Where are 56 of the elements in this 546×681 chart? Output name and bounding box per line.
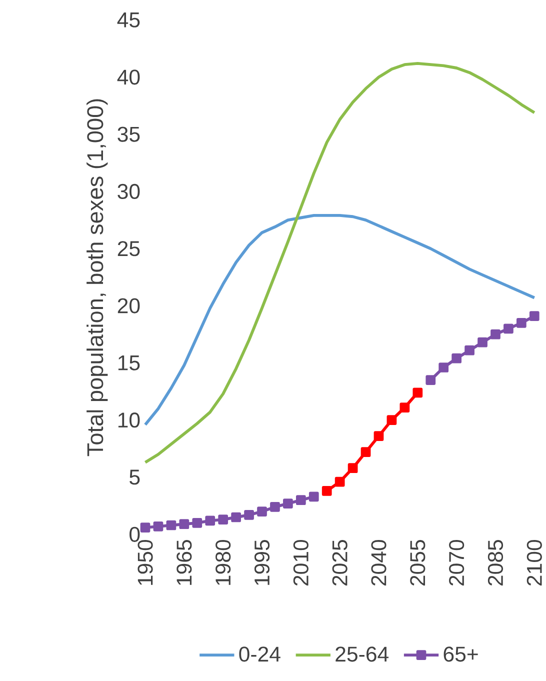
- point: [464, 345, 474, 356]
- x-tick-label: 2025: [332, 540, 348, 586]
- point: [516, 318, 526, 328]
- point: [179, 519, 189, 530]
- point: [256, 506, 267, 516]
- legend-label: 25-64: [335, 646, 388, 662]
- y-tick-label: 45: [117, 12, 140, 28]
- point: [426, 375, 436, 386]
- x-tick-label: 2070: [448, 540, 464, 586]
- y-tick-label: 10: [118, 412, 140, 428]
- y-tick-label: 30: [117, 184, 140, 200]
- y-tick-label: 40: [117, 70, 140, 85]
- point: [153, 521, 163, 532]
- point: [400, 402, 410, 412]
- point: [374, 431, 384, 442]
- y-tick-label: 25: [118, 241, 140, 256]
- point: [296, 495, 306, 506]
- legend-label: 0-24: [239, 646, 280, 662]
- x-tick-label: 1965: [176, 540, 192, 585]
- x-tick-label: 1950: [138, 540, 153, 585]
- point: [386, 415, 396, 426]
- point: [348, 463, 358, 474]
- point: [451, 353, 462, 364]
- point: [438, 362, 448, 372]
- legend-label: 65+: [444, 646, 478, 662]
- x-tick-label: 2055: [410, 540, 426, 586]
- point: [166, 520, 176, 530]
- point: [244, 510, 254, 520]
- x-tick-label: 1980: [215, 540, 230, 585]
- y-tick-label: 15: [118, 355, 140, 370]
- point: [322, 486, 332, 496]
- y-tick-label: 20: [118, 298, 140, 314]
- y-tick-label: 5: [129, 470, 140, 485]
- x-tick-label: 2010: [293, 540, 308, 586]
- point: [490, 329, 500, 340]
- x-tick-label: 2085: [488, 540, 503, 586]
- y-axis-title: Total population, both sexes (1,000): [86, 99, 108, 456]
- point: [334, 476, 345, 487]
- point: [308, 492, 319, 502]
- point: [205, 516, 215, 526]
- y-tick-label: 35: [117, 126, 140, 142]
- point: [412, 388, 422, 398]
- y-tick-label: 0: [129, 526, 140, 542]
- point: [529, 311, 540, 321]
- point: [192, 518, 202, 528]
- point: [503, 324, 514, 334]
- x-tick-label: 2100: [526, 540, 542, 586]
- point: [282, 498, 293, 508]
- point: [230, 512, 241, 522]
- point: [140, 522, 150, 532]
- point: [477, 337, 488, 348]
- point: [270, 502, 280, 512]
- x-tick-label: 1995: [254, 540, 270, 585]
- x-tick-label: 2040: [371, 540, 386, 586]
- point: [218, 514, 228, 524]
- point: [360, 447, 371, 458]
